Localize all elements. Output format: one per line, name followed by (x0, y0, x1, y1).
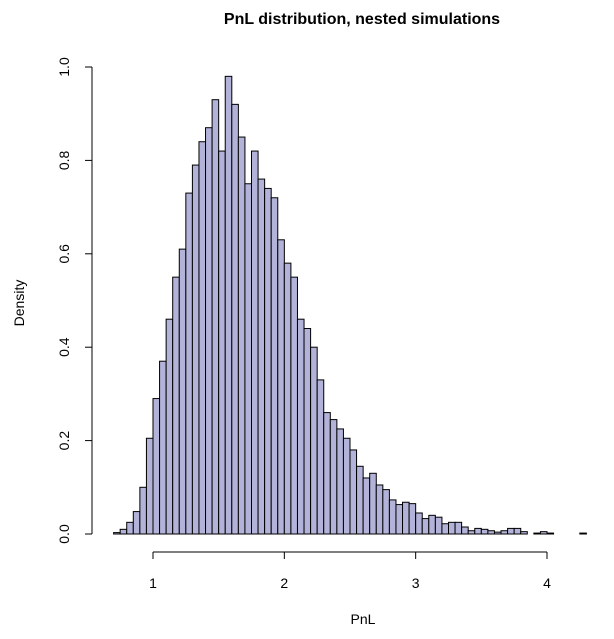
histogram-bar (461, 526, 469, 535)
histogram-bar (480, 528, 489, 535)
histogram-bar (369, 472, 377, 535)
histogram-bar (218, 150, 226, 535)
histogram-bar (441, 523, 449, 535)
histogram-bar (198, 141, 207, 535)
histogram-bar (382, 489, 390, 535)
histogram-bar (303, 328, 312, 535)
histogram-bar (290, 276, 298, 535)
histogram-bar (533, 532, 541, 535)
histogram-bar (474, 527, 482, 535)
histogram-bar (349, 449, 358, 535)
histogram-bar (467, 530, 476, 535)
y-tick-label: 0.8 (56, 150, 72, 170)
histogram-bar (251, 150, 259, 535)
x-tick-label: 3 (412, 575, 420, 591)
histogram-bar (356, 465, 364, 535)
histogram-bar (257, 178, 266, 535)
y-axis: 0.0 0.2 0.4 0.6 0.8 1.0 (56, 57, 93, 544)
histogram-bar (579, 532, 587, 535)
histogram-bar (520, 531, 528, 535)
histogram-bar (126, 521, 134, 535)
histogram-bar (375, 484, 384, 535)
x-axis-label: PnL (351, 611, 376, 627)
histogram-bar (448, 521, 456, 535)
histogram-bar (119, 528, 128, 535)
histogram-bar (408, 503, 417, 535)
histogram-bar (310, 346, 318, 535)
histogram-bar (185, 192, 193, 535)
x-tick-label: 2 (280, 575, 288, 591)
histogram-bar (329, 419, 338, 535)
histogram-bar (191, 164, 200, 535)
histogram-bar (323, 412, 331, 535)
y-axis-label: Density (11, 280, 27, 327)
y-tick-label: 0.4 (56, 337, 72, 357)
histogram-bars (113, 75, 587, 535)
histogram-bar (231, 103, 239, 535)
histogram-bar (342, 437, 351, 535)
histogram-bar (434, 516, 443, 535)
histogram-bar (421, 518, 430, 535)
chart-title: PnL distribution, nested simulations (224, 11, 500, 28)
histogram-bar (415, 512, 423, 535)
histogram-bar (211, 99, 220, 535)
histogram-bar (283, 262, 292, 535)
histogram-bar (513, 527, 522, 535)
histogram-bar (507, 527, 515, 535)
histogram-bar (244, 183, 252, 535)
x-tick-label: 1 (149, 575, 157, 591)
histogram-bar (539, 531, 548, 535)
x-tick-label: 4 (543, 575, 551, 591)
histogram-bar (224, 75, 233, 535)
histogram-bar (362, 477, 371, 535)
x-axis: 1 2 3 4 (149, 551, 551, 591)
histogram-bar (428, 514, 436, 535)
histogram-bar (546, 532, 555, 535)
histogram-bar (152, 398, 161, 535)
histogram-bar (172, 276, 180, 535)
histogram-bar (487, 530, 495, 535)
histogram-bar (159, 360, 167, 535)
histogram-bar (139, 486, 147, 535)
histogram-bar (165, 318, 174, 535)
histogram-bar (500, 530, 509, 535)
histogram-bar (270, 197, 279, 535)
histogram-bar (454, 521, 463, 535)
histogram-bar (145, 437, 154, 535)
histogram-bar (264, 187, 272, 535)
y-tick-label: 0.2 (56, 431, 72, 451)
y-tick-label: 0.6 (56, 244, 72, 264)
histogram-bar (395, 504, 404, 535)
histogram-bar (237, 136, 246, 535)
y-tick-label: 0.0 (56, 524, 72, 544)
histogram-bar (178, 248, 187, 535)
histogram-bar (316, 379, 325, 535)
y-tick-label: 1.0 (56, 57, 72, 77)
histogram-bar (388, 499, 397, 535)
histogram-bar (113, 532, 121, 535)
histogram-bar (336, 428, 344, 535)
histogram-bar (296, 318, 305, 535)
histogram-bar (277, 239, 285, 535)
histogram-bar (132, 511, 141, 535)
histogram-bar (402, 501, 410, 535)
histogram-bar (493, 531, 502, 535)
histogram-bar (205, 127, 213, 535)
